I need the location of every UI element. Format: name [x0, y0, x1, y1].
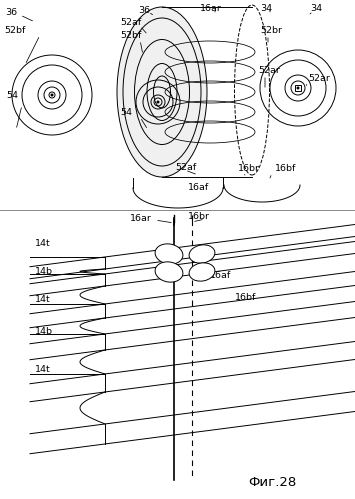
Text: 14b: 14b [35, 327, 53, 336]
Text: 16bf: 16bf [275, 164, 296, 173]
Ellipse shape [189, 245, 215, 263]
Text: 14t: 14t [35, 295, 51, 304]
Text: 36: 36 [5, 7, 17, 16]
Text: 34: 34 [310, 3, 322, 12]
Circle shape [296, 86, 300, 89]
Ellipse shape [189, 263, 215, 281]
Text: Фиг.28: Фиг.28 [248, 476, 296, 489]
Text: 54: 54 [120, 107, 132, 116]
Text: 16bf: 16bf [235, 293, 256, 302]
Text: 16br: 16br [238, 164, 260, 173]
Ellipse shape [155, 244, 183, 264]
Text: 52af: 52af [175, 163, 196, 172]
Text: 16af: 16af [210, 271, 231, 280]
Text: 14b: 14b [35, 267, 53, 276]
Text: 16br: 16br [188, 212, 210, 221]
Text: 14t: 14t [35, 239, 51, 248]
Text: 52br: 52br [260, 25, 282, 34]
Text: 52bf: 52bf [4, 25, 25, 34]
Text: 16af: 16af [188, 183, 209, 192]
Text: 36: 36 [138, 5, 150, 14]
Circle shape [157, 100, 159, 103]
Text: 34: 34 [260, 3, 272, 12]
Text: 54: 54 [6, 90, 18, 99]
Text: 52ar: 52ar [258, 65, 280, 74]
Text: 14t: 14t [35, 365, 51, 375]
Ellipse shape [117, 7, 207, 177]
Ellipse shape [155, 262, 183, 282]
Text: 52af: 52af [120, 17, 141, 26]
Text: 16ar: 16ar [130, 214, 152, 223]
Text: 52ar: 52ar [308, 73, 330, 82]
Text: 16ar: 16ar [200, 3, 222, 12]
Bar [295, 85, 301, 91]
Text: 52bf: 52bf [120, 30, 141, 39]
Circle shape [50, 93, 54, 96]
